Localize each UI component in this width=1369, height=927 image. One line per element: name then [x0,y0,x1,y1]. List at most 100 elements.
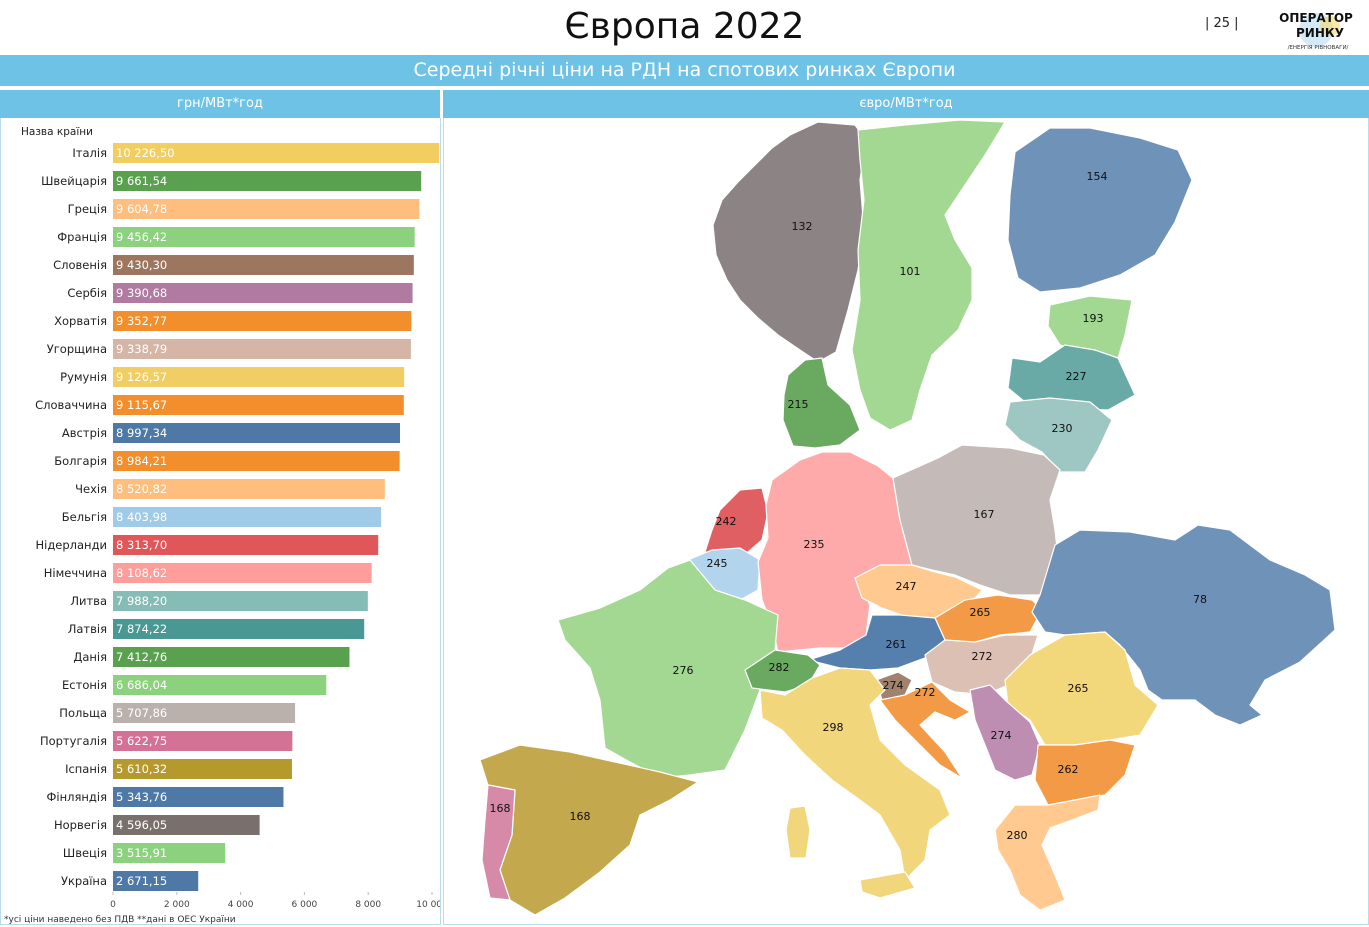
bar [113,843,226,863]
subtitle-bar: Середні річні ціни на РДН на спотових ри… [0,55,1369,86]
map-value-label: 272 [972,650,993,663]
logo-tagline: /ЕНЕРГІЯ РІВНОВАГИ/ [1288,45,1349,51]
category-label: Португалія [40,734,107,748]
bar-value-label: 9 126,57 [116,370,167,384]
map-value-label: 247 [896,580,917,593]
bar [113,759,292,779]
category-label: Хорватія [54,314,107,328]
bar [113,787,284,807]
map-croatia [879,681,971,779]
logo-line1: ОПЕРАТОР [1279,11,1353,25]
map-value-label: 78 [1193,593,1207,606]
category-label: Іспанія [65,762,107,776]
footnote: *усі ціни наведено без ПДВ **дані в ОЕС … [4,915,236,925]
map-value-label: 215 [788,398,809,411]
bar [113,171,422,191]
page-title: Європа 2022 [564,6,805,47]
map-value-label: 235 [804,538,825,551]
bar-value-label: 2 671,15 [116,874,167,888]
bar-value-label: 9 338,79 [116,342,167,356]
bar-value-label: 9 661,54 [116,174,167,188]
bar-value-label: 8 313,70 [116,538,167,552]
map-value-label: 230 [1052,422,1073,435]
bar-value-label: 5 707,86 [116,706,167,720]
bar-value-label: 9 604,78 [116,202,167,216]
x-tick-label: 2 000 [164,900,190,910]
bar [113,619,365,639]
x-tick-label: 4 000 [228,900,254,910]
map-value-label: 167 [974,508,995,521]
category-label: Угорщина [47,342,107,356]
map-value-label: 261 [886,638,907,651]
category-label: Польща [59,706,107,720]
map-italy [759,667,951,881]
map-value-label: 168 [490,802,511,815]
category-label: Словенія [53,258,107,272]
map-denmark [782,357,861,449]
bar [113,227,415,247]
bar [113,591,368,611]
category-label: Болгарія [54,454,107,468]
category-label: Швеція [63,846,107,860]
bar-value-label: 9 390,68 [116,286,167,300]
map-sicily [859,871,916,899]
map-portugal [481,784,516,901]
map-value-label: 298 [823,721,844,734]
category-label: Італія [72,146,107,160]
bar [113,563,372,583]
bar-value-label: 8 108,62 [116,566,167,580]
map-value-label: 242 [716,515,737,528]
bar [113,311,412,331]
map-france [557,559,779,779]
map-value-label: 265 [970,606,991,619]
bar-value-label: 7 988,20 [116,594,167,608]
map-sweden [851,119,1006,431]
category-label: Литва [70,594,107,608]
map-germany [757,451,913,653]
map-slovenia [875,671,913,701]
map-norway [712,121,867,363]
map-value-label: 101 [900,265,921,278]
bar-value-label: 8 997,34 [116,426,167,440]
map-value-label: 168 [570,810,591,823]
map-value-label: 245 [707,557,728,570]
category-label: Швейцарія [41,174,107,188]
category-label: Латвія [68,622,107,636]
map-value-label: 282 [769,661,790,674]
bar-value-label: 5 343,76 [116,790,167,804]
map-value-label: 274 [883,679,904,692]
right-panel-header: євро/МВт*год [443,90,1369,118]
bar-value-label: 5 622,75 [116,734,167,748]
bar-value-label: 8 520,82 [116,482,167,496]
bar [113,647,350,667]
map-value-label: 265 [1068,682,1089,695]
bar [113,143,440,163]
map-bulgaria [1034,739,1136,806]
bar [113,339,411,359]
category-label: Австрія [62,426,107,440]
bar [113,815,260,835]
map-romania [1004,631,1159,746]
bar-value-label: 8 984,21 [116,454,167,468]
bar [113,423,401,443]
bar-value-label: 8 403,98 [116,510,167,524]
category-axis-title: Назва країни [21,126,93,138]
bar-value-label: 9 456,42 [116,230,167,244]
bar [113,395,404,415]
bar-chart: Назва країни Італія 10 226,50 Швейцарія 9 6… [21,126,440,910]
operator-logo: ОПЕРАТОР РИНКУ /ЕНЕРГІЯ РІВНОВАГИ/ [1279,11,1353,51]
category-label: Чехія [75,482,107,496]
map-serbia [969,684,1041,781]
category-label: Румунія [60,370,107,384]
map-value-label: 276 [673,664,694,677]
map-value-label: 262 [1058,763,1079,776]
map-value-label: 193 [1083,312,1104,325]
bar-value-label: 5 610,32 [116,762,167,776]
left-panel-header: грн/МВт*год [0,90,440,118]
bar-value-label: 3 515,91 [116,846,167,860]
x-tick-label: 8 000 [355,900,381,910]
bar [113,255,414,275]
bar-value-label: 9 115,67 [116,398,167,412]
map-lithuania [1004,397,1113,473]
bar [113,479,385,499]
